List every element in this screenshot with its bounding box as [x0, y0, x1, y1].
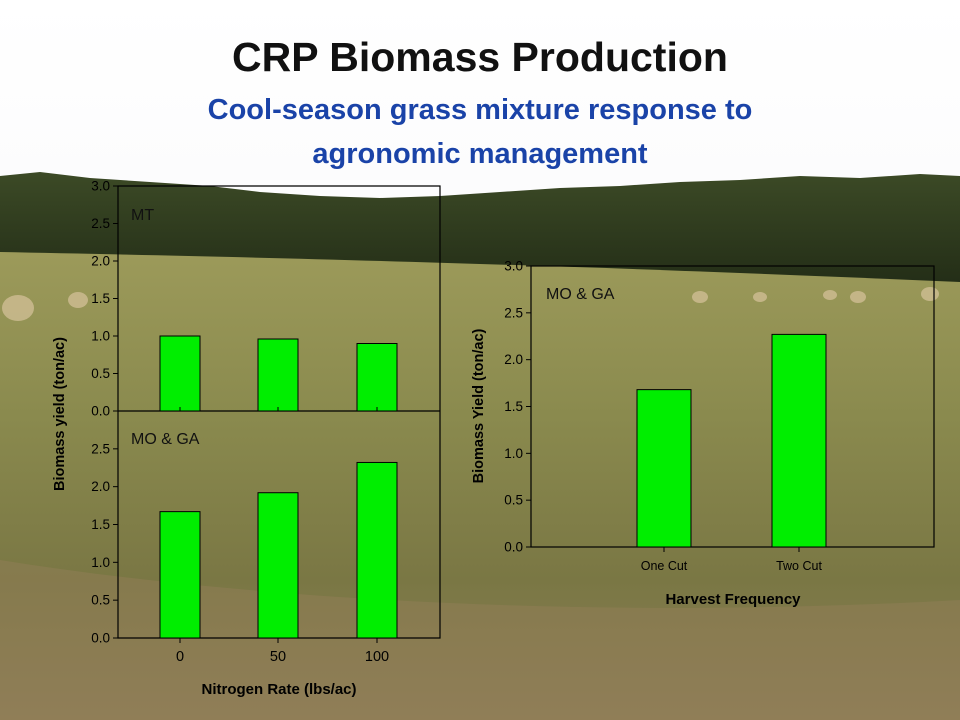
- panel-label: MO & GA: [546, 286, 615, 303]
- y-tick-label: 1.5: [91, 517, 110, 532]
- x-tick-label: 0: [176, 649, 184, 665]
- bar-100: [356, 461, 398, 639]
- y-tick-label: 0.5: [504, 493, 523, 508]
- panel-label: MO & GA: [131, 431, 200, 448]
- bar-100: [356, 343, 398, 412]
- y-tick-label: 3.0: [504, 259, 523, 274]
- y-tick-label: 0.0: [91, 404, 110, 419]
- y-tick-label: 2.5: [504, 305, 523, 320]
- y-tick-label: 1.5: [91, 291, 110, 306]
- subtitle-line-1: Cool-season grass mixture response to: [207, 94, 753, 126]
- chart-moga-nitrogen: 0.0 0.5 1.0 1.5 2.0 2.5 0 50 100 MO & GA Nitrogen …: [52, 337, 441, 698]
- bar-0: [159, 335, 201, 412]
- page-subtitle: Cool-season grass mixture response to ag…: [0, 88, 960, 176]
- x-tick-label: 50: [270, 649, 286, 665]
- y-tick-label: 1.0: [91, 329, 110, 344]
- x-axis-title: Nitrogen Rate (lbs/ac): [201, 681, 356, 698]
- y-tick-label: 2.5: [91, 441, 110, 456]
- y-tick-label: 0.0: [91, 631, 110, 646]
- hay-bales: [2, 287, 939, 321]
- y-axis-title: Biomass yield (ton/ac): [52, 337, 68, 491]
- bar-one-cut: [636, 389, 692, 548]
- subtitle-line-2: agronomic management: [312, 138, 648, 170]
- y-tick-label: 2.0: [504, 352, 523, 367]
- x-tick-label: Two Cut: [776, 559, 822, 573]
- page-title: CRP Biomass Production: [232, 34, 728, 80]
- y-tick-label: 2.0: [91, 254, 110, 269]
- chart-moga-harvest: 0.0 0.5 1.0 1.5 2.0 2.5 3.0 One Cut Two Cut MO & …: [471, 259, 935, 608]
- bar-0: [159, 511, 201, 639]
- y-tick-label: 0.0: [504, 540, 523, 555]
- y-tick-label: 1.0: [91, 555, 110, 570]
- x-axis-title: Harvest Frequency: [665, 591, 801, 608]
- y-tick-label: 0.5: [91, 366, 110, 381]
- x-tick-label: One Cut: [641, 559, 688, 573]
- bar-50: [257, 492, 299, 639]
- plot-frame: [530, 265, 935, 548]
- bar-50: [257, 338, 299, 412]
- y-tick-label: 3.0: [91, 179, 110, 194]
- y-tick-label: 2.5: [91, 216, 110, 231]
- chart-mt: 0.0 0.5 1.0 1.5 2.0 2.5 3.0 MT: [91, 179, 441, 419]
- x-tick-label: 100: [365, 649, 389, 665]
- y-tick-label: 1.0: [504, 446, 523, 461]
- panel-label: MT: [131, 207, 154, 224]
- y-tick-label: 1.5: [504, 399, 523, 414]
- y-tick-label: 0.5: [91, 593, 110, 608]
- y-axis-title: Biomass Yield (ton/ac): [471, 328, 487, 483]
- bar-two-cut: [771, 333, 827, 548]
- y-tick-label: 2.0: [91, 479, 110, 494]
